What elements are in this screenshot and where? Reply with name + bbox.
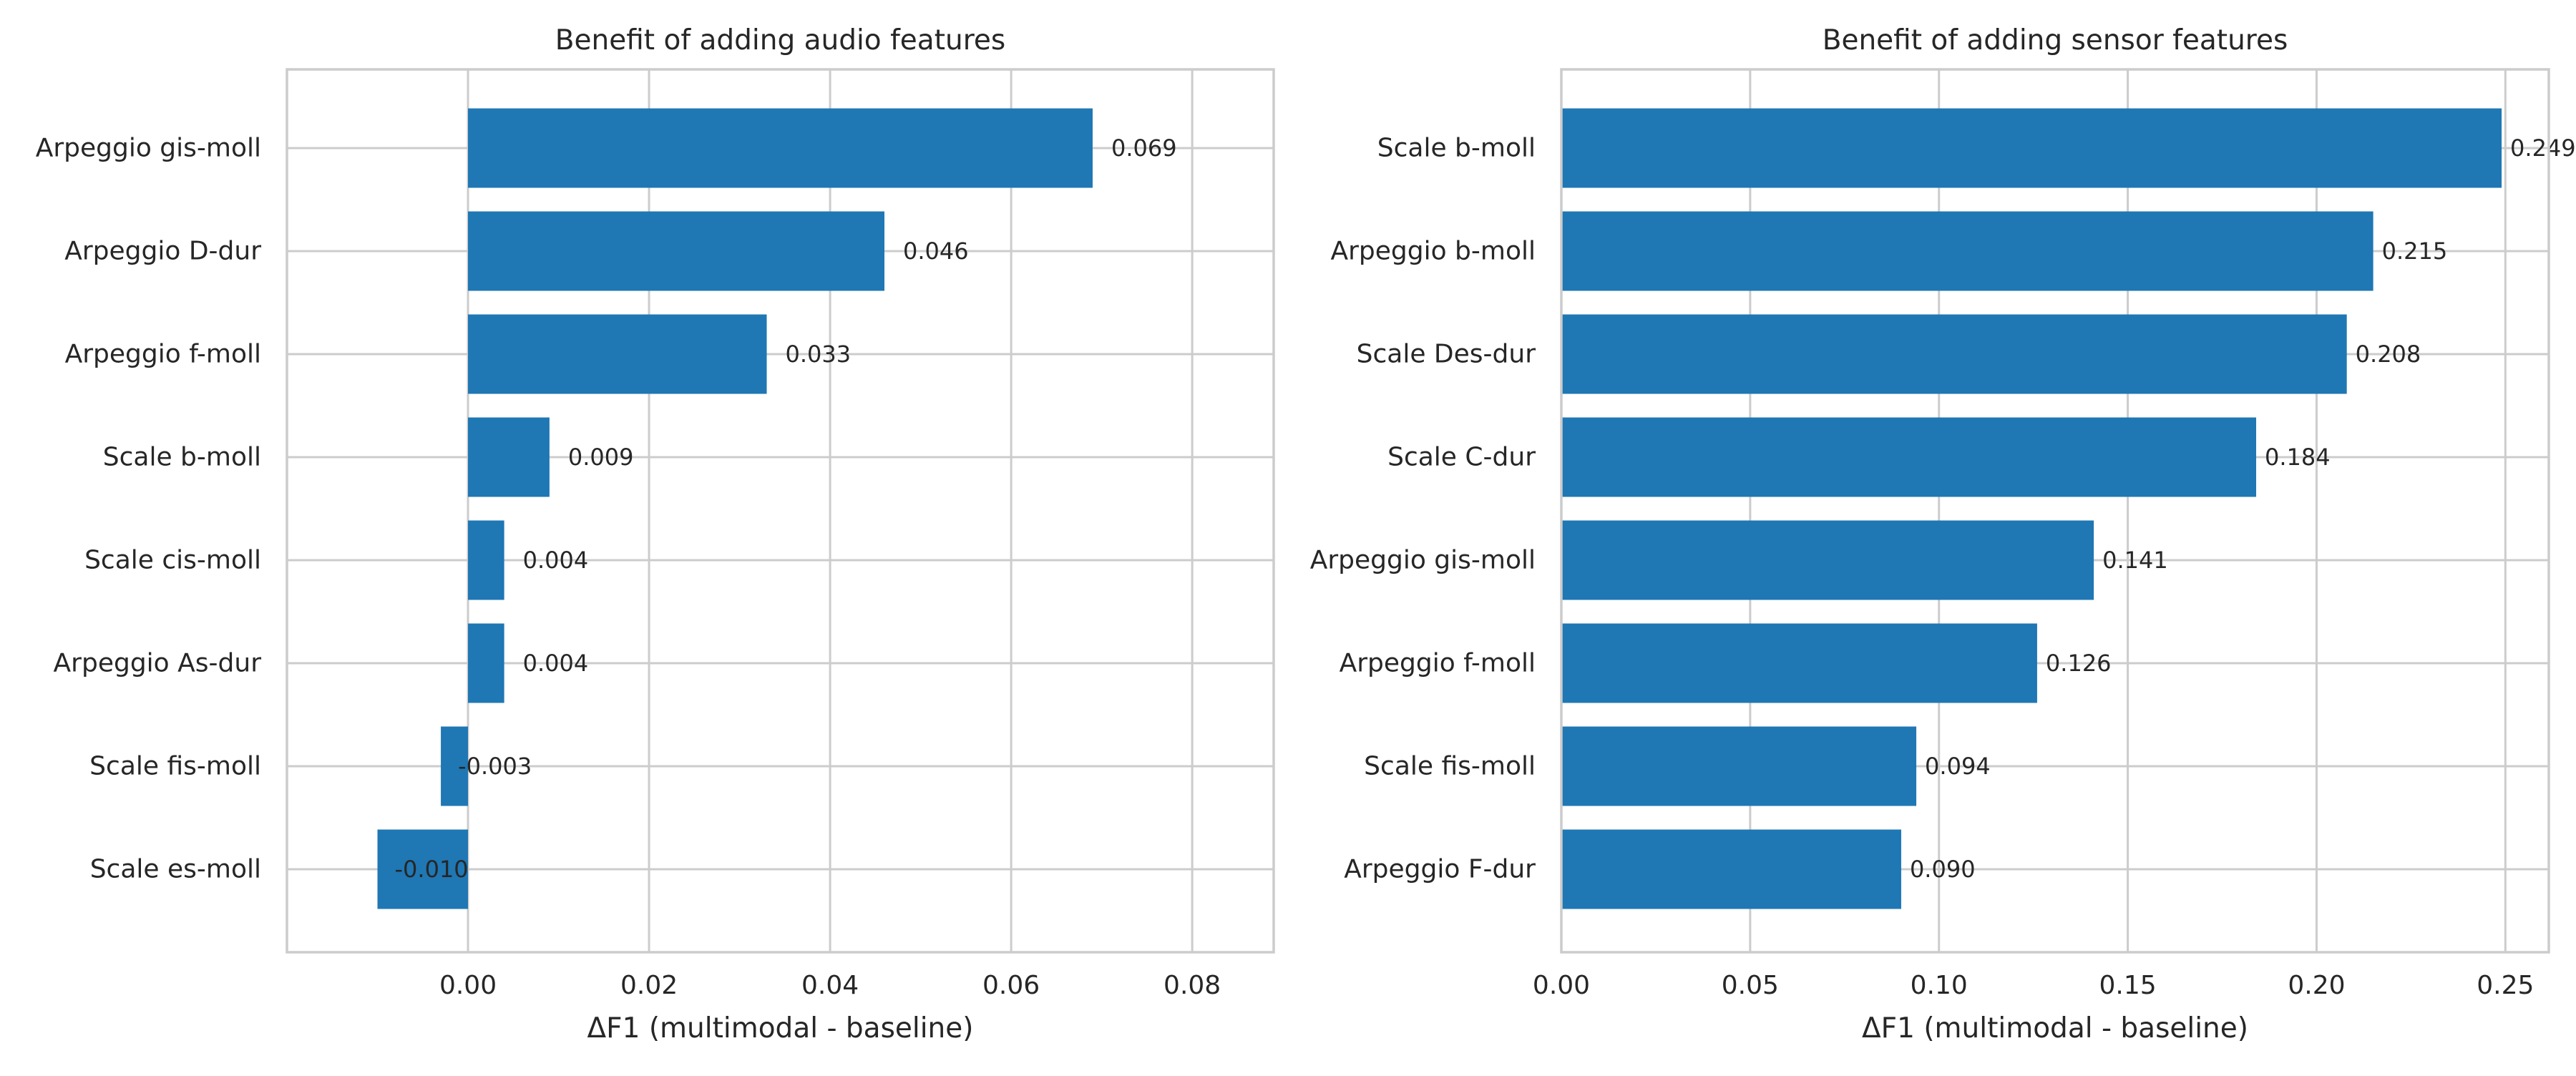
y-tick-label: Arpeggio F-dur [1344,855,1536,884]
y-tick-label: Arpeggio f-moll [65,340,261,369]
bar [468,211,884,291]
y-tick-label: Arpeggio gis-moll [36,134,261,163]
axes-frame [286,68,1275,954]
x-tick-label: 0.00 [439,971,497,1000]
x-tick-label: 0.08 [1163,971,1221,1000]
bar-value-label: 0.004 [523,547,589,574]
axes-frame [1560,68,2550,954]
bar-value-label: -0.010 [395,856,469,883]
bar-value-label: 0.004 [523,650,589,677]
bar [468,520,504,600]
y-tick-label: Arpeggio f-moll [1340,649,1536,678]
chart-title: Benefit of adding audio features [555,24,1005,57]
bar-value-label: 0.126 [2046,650,2112,677]
bar-value-label: 0.090 [1910,856,1976,883]
bar [1561,726,1917,806]
x-tick-label: 0.15 [2099,971,2157,1000]
bar [1561,108,2502,188]
bar-value-label: 0.069 [1111,134,1177,162]
x-axis-label: ΔF1 (multimodal - baseline) [587,1012,974,1045]
y-tick-label: Arpeggio D-dur [64,237,261,266]
x-axis-label: ΔF1 (multimodal - baseline) [1862,1012,2248,1045]
bar [468,108,1093,188]
bar-value-label: 0.249 [2510,134,2576,162]
y-tick-label: Scale fis-moll [89,752,261,781]
bar [1561,829,1901,909]
y-tick-label: Arpeggio gis-moll [1310,546,1536,575]
y-tick-label: Arpeggio b-moll [1330,237,1536,266]
x-tick-label: 0.10 [1911,971,1968,1000]
y-tick-label: Scale C-dur [1387,443,1536,472]
bar [468,314,767,394]
bar [377,829,469,909]
x-tick-label: 0.05 [1722,971,1779,1000]
y-tick-label: Scale fis-moll [1364,752,1536,781]
bar [1561,314,2347,394]
y-tick-label: Scale Des-dur [1357,340,1536,369]
bar-value-label: 0.215 [2382,238,2448,265]
bar-value-label: 0.141 [2102,547,2168,574]
chart-title: Benefit of adding sensor features [1823,24,2288,57]
y-tick-label: Scale es-moll [90,855,261,884]
y-tick-label: Arpeggio As-dur [54,649,262,678]
x-tick-label: 0.00 [1533,971,1590,1000]
y-tick-label: Scale b-moll [103,443,261,472]
x-tick-label: 0.04 [801,971,859,1000]
x-tick-label: 0.02 [620,971,678,1000]
bar [468,417,550,497]
bar [441,726,469,806]
x-tick-label: 0.06 [982,971,1040,1000]
bar-value-label: 0.009 [568,444,634,471]
bar-value-label: 0.208 [2356,341,2421,368]
bar [1561,211,2373,291]
y-tick-label: Scale b-moll [1377,134,1536,163]
chart-panel-audio: Arpeggio gis-moll 0.069 Arpeggio D-dur 0.04… [36,24,1275,1045]
bar-value-label: -0.003 [458,753,532,780]
bar [1561,623,2037,703]
bar [1561,417,2257,497]
bar-value-label: 0.184 [2265,444,2331,471]
bar [468,623,504,703]
x-tick-label: 0.20 [2288,971,2345,1000]
bar-value-label: 0.033 [786,341,852,368]
bar-value-label: 0.046 [903,238,969,265]
bar [1561,520,2094,600]
bar-value-label: 0.094 [1925,753,1991,780]
x-tick-label: 0.25 [2477,971,2534,1000]
chart-panel-sensor: Scale b-moll 0.249 Arpeggio b-moll 0.215 Sca… [1310,24,2576,1045]
y-tick-label: Scale cis-moll [84,546,261,575]
